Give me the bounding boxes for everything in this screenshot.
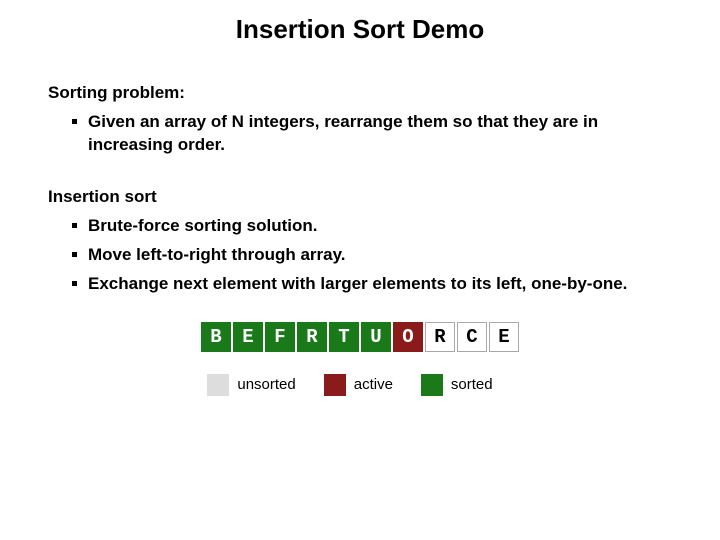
array-diagram: B E F R T U O R C E unsorted active sort… <box>48 322 672 396</box>
array-cell: E <box>489 322 519 352</box>
array-row: B E F R T U O R C E <box>201 322 519 352</box>
legend: unsorted active sorted <box>207 374 512 396</box>
list-item: Exchange next element with larger elemen… <box>72 273 672 296</box>
array-cell: T <box>329 322 359 352</box>
legend-label-sorted: sorted <box>451 376 493 393</box>
array-cell: R <box>425 322 455 352</box>
legend-swatch-active <box>324 374 346 396</box>
list-item: Brute-force sorting solution. <box>72 215 672 238</box>
array-cell: E <box>233 322 263 352</box>
legend-swatch-unsorted <box>207 374 229 396</box>
array-cell: U <box>361 322 391 352</box>
legend-swatch-sorted <box>421 374 443 396</box>
content-area: Sorting problem: Given an array of N int… <box>0 45 720 396</box>
section1-list: Given an array of N integers, rearrange … <box>48 111 672 157</box>
legend-label-active: active <box>354 376 393 393</box>
list-item: Given an array of N integers, rearrange … <box>72 111 672 157</box>
array-cell: F <box>265 322 295 352</box>
legend-label-unsorted: unsorted <box>237 376 295 393</box>
array-cell: R <box>297 322 327 352</box>
section1-heading: Sorting problem: <box>48 83 672 103</box>
section2-list: Brute-force sorting solution. Move left-… <box>48 215 672 296</box>
page-title: Insertion Sort Demo <box>0 0 720 45</box>
list-item: Move left-to-right through array. <box>72 244 672 267</box>
array-cell: O <box>393 322 423 352</box>
section2-heading: Insertion sort <box>48 187 672 207</box>
array-cell: B <box>201 322 231 352</box>
array-cell: C <box>457 322 487 352</box>
